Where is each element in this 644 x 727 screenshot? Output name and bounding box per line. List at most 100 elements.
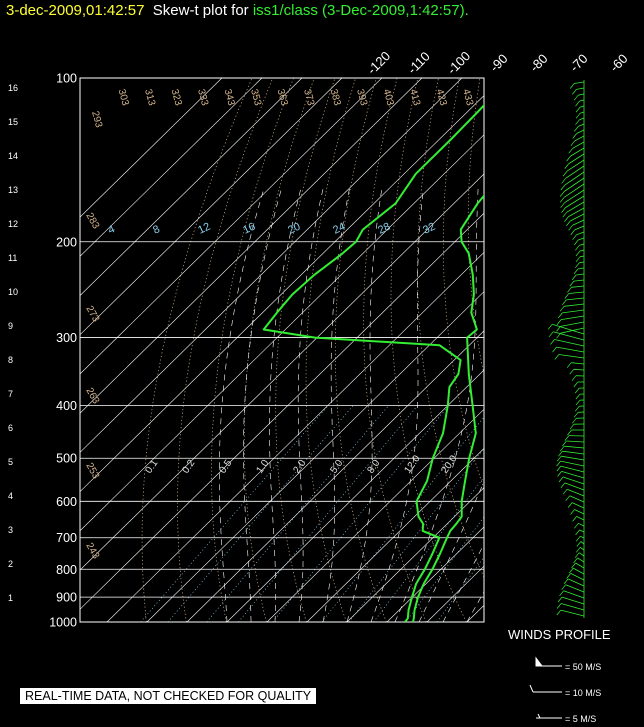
wind-barb [563,183,585,198]
wind-barb-flag [575,536,581,542]
dry-adiabat-label: 393 [354,88,369,107]
isotherm-line [80,212,484,610]
wind-barb [579,261,585,264]
wind-barb [576,516,585,521]
mixing-ratio-label: 16 [241,221,257,237]
dry-adiabat-label: 423 [434,88,449,107]
wind-barb-flag [575,245,580,251]
wind-barb [576,231,585,236]
isotherm-line [226,369,484,622]
pressure-tick-label: 800 [56,563,77,577]
pressure-lines [79,77,485,623]
wind-barb [554,339,585,347]
wind-barb-flag [556,460,561,467]
wind-barb-flag [567,429,572,436]
dry-adiabat-label: 253 [83,461,101,481]
wind-barb-flag [568,148,573,154]
wind-barb-flag [550,339,555,345]
wind-barb [573,567,585,575]
pressure-tick-label: 400 [56,399,77,413]
wind-barb [566,159,585,172]
dry-adiabat-line [604,78,644,622]
wind-barb-flag [562,170,568,177]
winds-profile-title: WINDS PROFILE [508,627,611,642]
pressure-tick-label: 100 [56,72,77,86]
wind-barb-flag [559,590,564,597]
wind-barb [578,123,585,127]
wind-barb [573,368,585,371]
wind-barb [561,471,585,479]
quality-note: REAL-TIME DATA, NOT CHECKED FOR QUALITY [20,688,317,704]
dry-adiabat-label: 383 [328,88,343,107]
moist-ratio-label: 0.1 [143,458,160,476]
height-tick-label: 8 [8,355,13,365]
isotherm-top-label: -120 [364,48,393,77]
wind-barb [565,195,585,208]
wind-barb-flag [556,326,561,332]
wind-barb-flag [575,529,580,536]
wind-barb [578,552,585,557]
wind-barb-flag [573,94,579,101]
isotherm-top-label: -60 [607,51,631,75]
wind-barb-flag [562,488,568,495]
wind-barb [568,207,585,217]
wind-barb [565,165,585,179]
wind-barb [560,460,585,467]
wind-barb-flag [559,191,565,197]
wind-barb-flag [559,197,565,203]
dewpoint-profile [262,103,484,622]
wind-barb-flag [571,375,577,381]
dry-adiabat-label: 433 [460,88,475,107]
height-tick-label: 7 [8,389,13,399]
dry-adiabat-line [583,78,644,622]
dry-adiabat-label: 403 [381,88,396,107]
wind-barb-flag [569,423,575,430]
wind-barb-flag [564,293,570,299]
wind-barb [574,225,585,231]
height-tick-label: 12 [8,219,18,229]
wind-barb-flag [575,256,581,263]
wind-barb-flag [574,126,579,132]
wind-barb-flag [548,331,554,338]
wind-barb-flag [556,332,561,339]
wind-barb-flag [566,220,571,227]
wind-barb-flag [573,381,579,388]
wind-barb [560,465,585,473]
height-tick-label: 10 [8,287,18,297]
wind-legend-glyphs [529,656,562,719]
dry-adiabat-line [305,78,356,622]
dry-adiabat-label: 373 [301,88,316,107]
wind-barb [563,590,585,599]
dry-adiabat-label: 243 [83,541,101,561]
wind-barb [567,578,585,587]
wind-barb [562,450,585,455]
wind-barb [565,584,585,593]
dry-adiabat-label: 293 [89,110,104,129]
wind-barb-flag [572,234,577,240]
wind-barb-flag [562,299,567,306]
moist-adiabat-line [297,188,324,622]
wind-barb [568,291,585,294]
mixing-ratio-label: 12 [196,221,212,237]
height-tick-label: 2 [8,559,13,569]
wind-barb-flag [575,262,580,269]
pressure-tick-label: 300 [56,331,77,345]
wind-barb-flag [575,250,581,257]
wind-barb-flag [571,562,576,569]
wind-barb [575,562,585,569]
wind-barb [576,129,585,134]
wind-barb-flag [575,113,581,119]
wind-barb-flag [575,399,581,406]
wind-barb [579,99,585,102]
isotherm-line [386,526,484,622]
wind-barb-flag [567,287,572,293]
wind-barb [577,267,585,270]
wind-barb-flag [576,547,581,553]
wind-legend-50: = 50 M/S [565,662,602,672]
dry-adiabat-line [363,78,427,622]
wind-barb-flag [567,502,573,508]
height-tick-label: 4 [8,491,13,501]
mixing-ratio-label: 4 [106,223,117,236]
wind-barb [567,488,585,497]
wind-barb-flag [572,516,577,522]
